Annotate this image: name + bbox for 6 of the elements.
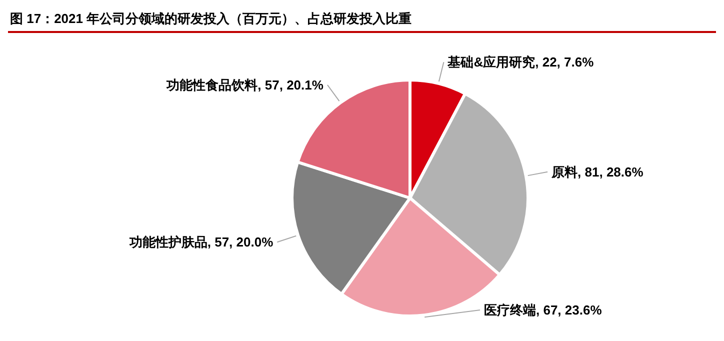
chart-title: 图 17：2021 年公司分领域的研发投入（百万元）、占总研发投入比重 <box>8 8 716 33</box>
slice-label: 功能性护肤品, 57, 20.0% <box>128 234 274 250</box>
slice-label: 基础&应用研究, 22, 7.6% <box>446 54 594 70</box>
slice-label: 功能性食品饮料, 57, 20.1% <box>166 77 324 92</box>
slice-label: 原料, 81, 28.6% <box>550 164 644 180</box>
slice-label: 医疗终端, 67, 23.6% <box>484 302 602 318</box>
